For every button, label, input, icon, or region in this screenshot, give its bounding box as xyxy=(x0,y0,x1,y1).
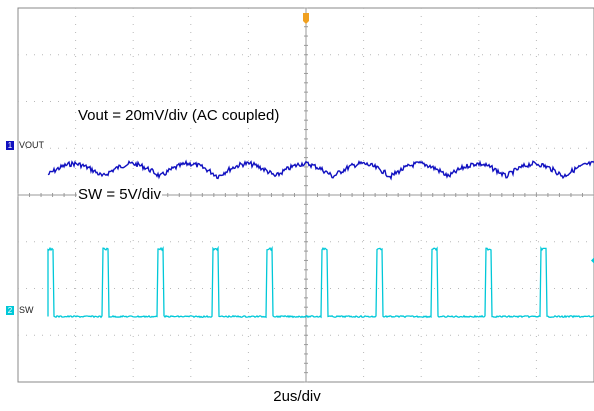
channel-2-badge: 2 xyxy=(6,306,14,315)
vout-annotation: Vout = 20mV/div (AC coupled) xyxy=(77,107,281,124)
trigger-marker xyxy=(303,13,309,21)
traces xyxy=(47,159,594,319)
trigger-marker-tip xyxy=(303,21,309,24)
x-axis-caption: 2us/div xyxy=(273,388,321,405)
sw-annotation: SW = 5V/div xyxy=(77,186,162,203)
vout-trace xyxy=(47,159,594,181)
sw-trace xyxy=(47,245,594,319)
channel-1-badge: 1 xyxy=(6,141,14,150)
channel-1-label: VOUT xyxy=(19,140,45,150)
trigger-level-marker xyxy=(591,257,594,264)
markers xyxy=(303,13,594,264)
channel-2-label: SW xyxy=(19,305,34,315)
